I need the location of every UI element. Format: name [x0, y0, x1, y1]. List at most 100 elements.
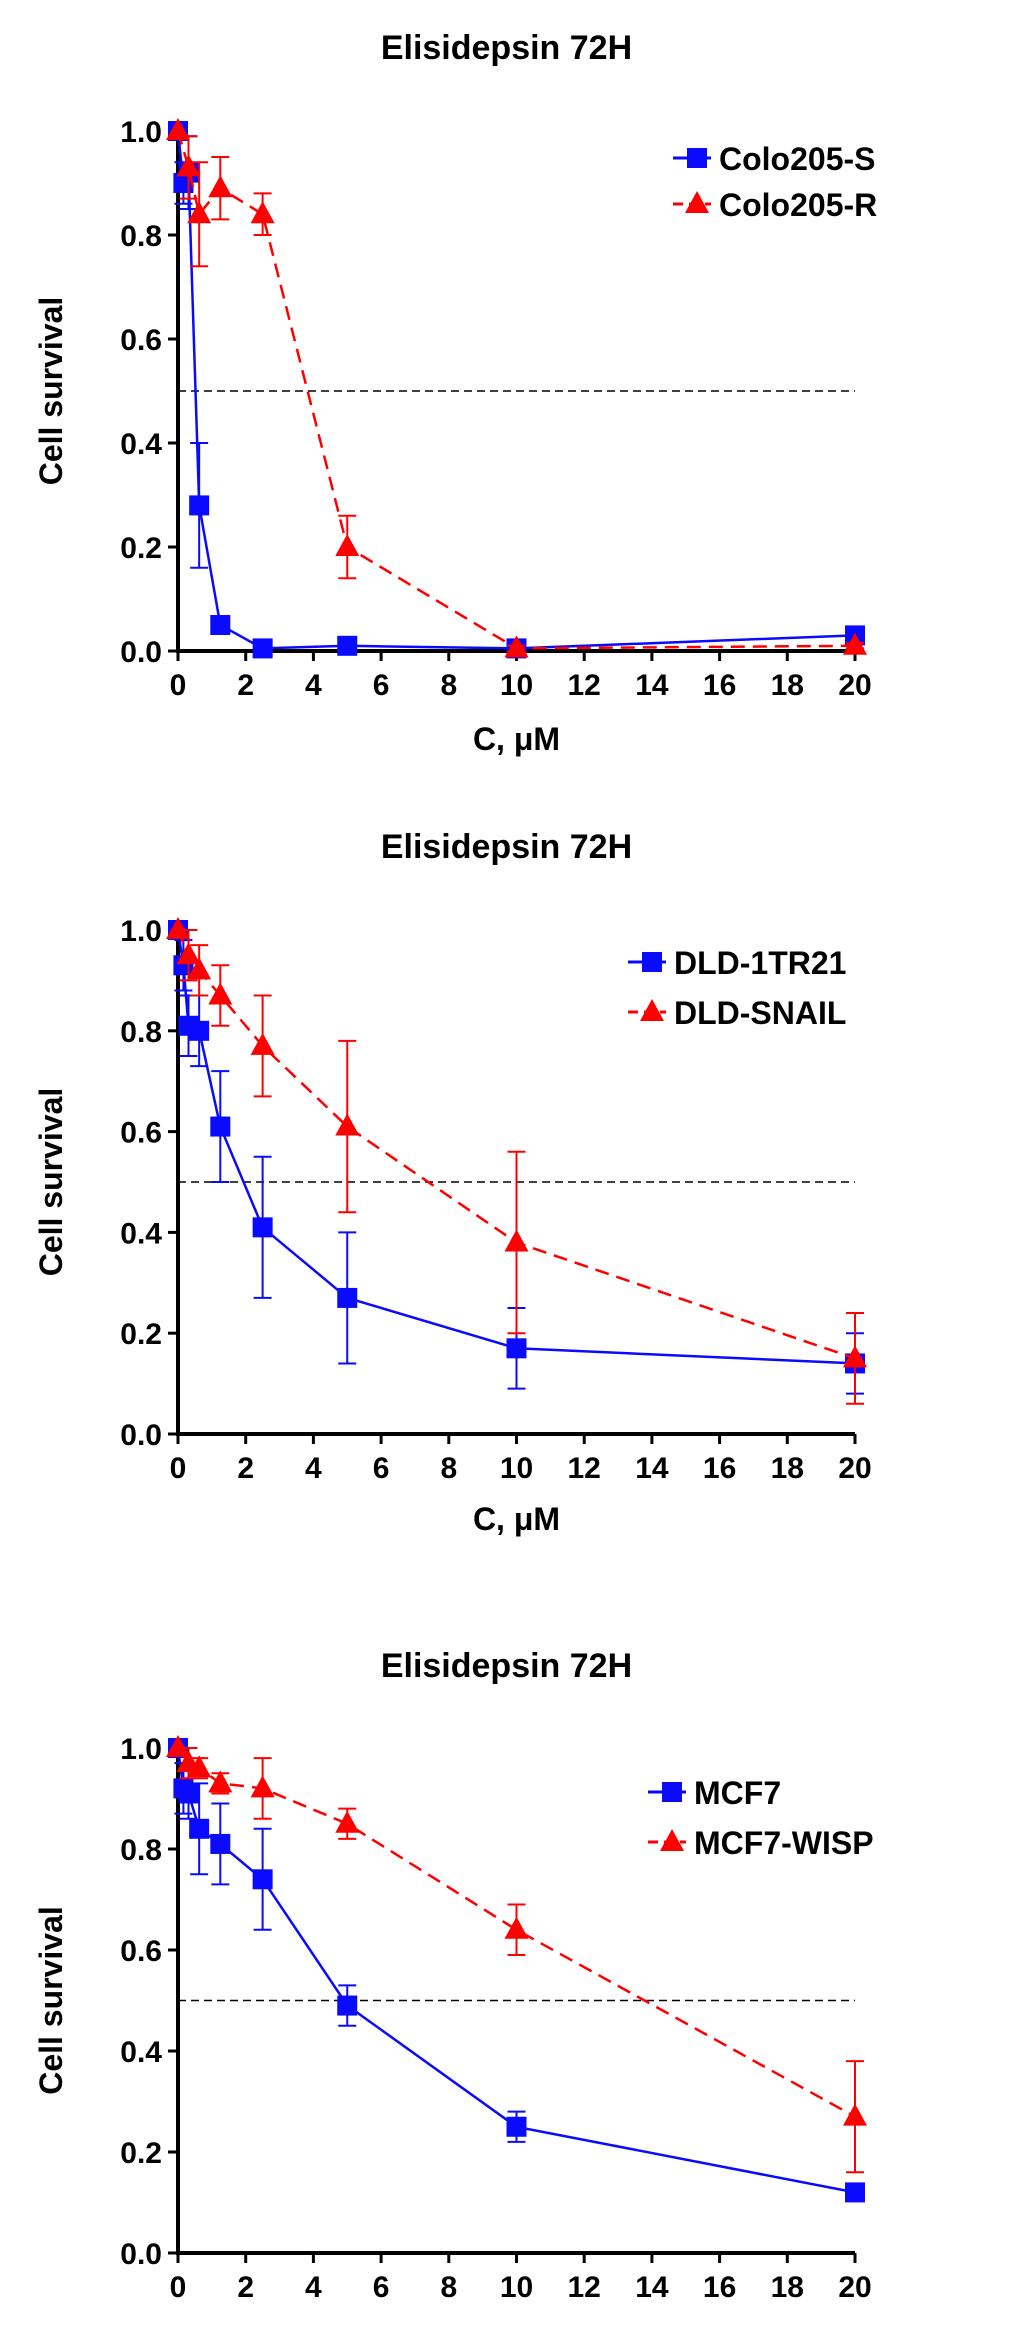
series-DLD-SNAIL [166, 917, 867, 1405]
data-point [843, 632, 867, 655]
x-tick-label: 8 [440, 669, 457, 702]
data-point [187, 201, 212, 224]
legend-entry: Colo205-R [673, 187, 877, 223]
data-point [845, 2182, 865, 2203]
legend-label: DLD-SNAIL [674, 995, 846, 1031]
x-tick-label: 2 [237, 1452, 254, 1485]
chart-title: Elisidepsin 72H [381, 828, 632, 866]
data-point [843, 1345, 867, 1368]
chart-panel-3: Elisidepsin 72H 0.0 0.2 0.4 0.6 0.8 1.0 0 2 4 6 8 10… [33, 1647, 874, 2304]
legend-label: Colo205-R [719, 187, 877, 223]
data-point [250, 201, 275, 224]
y-tick-label: 0.6 [120, 1935, 162, 1968]
data-point [843, 2103, 867, 2126]
x-tick-label: 6 [373, 2271, 390, 2304]
data-point [504, 1916, 529, 1939]
x-tick-label: 16 [703, 1452, 736, 1485]
data-point [337, 1287, 358, 1308]
y-tick-label: 0.0 [120, 2238, 162, 2271]
data-point [187, 1755, 212, 1778]
series-line [176, 1747, 856, 2118]
data-point [187, 957, 212, 980]
data-point [210, 1116, 231, 1137]
x-axis-label: C, μM [473, 721, 560, 757]
legend-label: MCF7-WISP [694, 1825, 874, 1861]
x-tick-label: 0 [170, 2271, 187, 2304]
chart-title: Elisidepsin 72H [381, 29, 632, 67]
legend-label: Colo205-S [719, 141, 875, 177]
data-point [337, 1995, 358, 2016]
x-tick-label: 2 [237, 2271, 254, 2304]
y-tick-label: 0.4 [120, 2036, 162, 2069]
data-point [208, 1770, 233, 1793]
y-tick-label: 1.0 [120, 1733, 162, 1766]
x-tick-label: 12 [568, 669, 601, 702]
series-DLD-1TR21 [168, 920, 865, 1395]
y-tick-label: 0.4 [120, 1217, 162, 1250]
x-tick-label: 8 [440, 1452, 457, 1485]
y-axis-label: Cell survival [33, 1088, 69, 1277]
legend-entry: DLD-SNAIL [628, 995, 846, 1031]
x-tick-label: 20 [838, 669, 871, 702]
data-point [189, 495, 210, 516]
legend-marker [660, 1829, 684, 1851]
chart-title: Elisidepsin 72H [381, 1647, 632, 1685]
y-tick-label: 1.0 [120, 915, 162, 948]
x-tick-label: 12 [568, 2271, 601, 2304]
legend-label: MCF7 [694, 1775, 781, 1811]
legend-marker [642, 952, 662, 972]
y-tick-label: 0.0 [120, 636, 162, 669]
legend-marker [685, 191, 709, 213]
legend-entry: MCF7-WISP [648, 1825, 874, 1861]
x-tick-label: 12 [568, 1452, 601, 1485]
data-point [176, 942, 201, 965]
legend-entry: Colo205-S [673, 141, 875, 177]
data-point [250, 1775, 275, 1798]
x-tick-label: 8 [440, 2271, 457, 2304]
x-tick-label: 10 [500, 669, 533, 702]
series-MCF7-WISP [166, 1735, 867, 2174]
data-point [335, 1113, 360, 1136]
y-axis-label: Cell survival [33, 1906, 69, 2095]
x-tick-label: 4 [305, 2271, 322, 2304]
y-tick-label: 0.6 [120, 324, 162, 357]
x-tick-label: 18 [771, 669, 804, 702]
data-point [208, 982, 233, 1005]
series-Colo205-R [166, 118, 867, 658]
x-tick-label: 20 [838, 1452, 871, 1485]
data-point [506, 2116, 527, 2137]
chart-panel-2: Elisidepsin 72H 0.0 0.2 0.4 0.6 0.8 1.0 0 2 4 6 8 10… [33, 828, 872, 1537]
y-tick-label: 1.0 [120, 116, 162, 149]
data-point [335, 1810, 360, 1833]
x-tick-label: 14 [635, 2271, 669, 2304]
data-point [250, 1032, 275, 1055]
data-point [176, 154, 201, 177]
y-tick-label: 0.4 [120, 428, 162, 461]
y-tick-label: 0.8 [120, 1016, 162, 1049]
legend-marker [640, 999, 664, 1021]
x-tick-label: 0 [170, 669, 187, 702]
data-point [189, 1020, 210, 1041]
legend-entry: DLD-1TR21 [628, 945, 846, 981]
data-point [208, 175, 233, 198]
data-point [504, 1229, 529, 1252]
data-point [189, 1818, 210, 1839]
x-tick-label: 6 [373, 669, 390, 702]
y-tick-label: 0.2 [120, 532, 162, 565]
y-tick-label: 0.8 [120, 1834, 162, 1867]
data-point [210, 1833, 231, 1854]
legend-marker [687, 148, 707, 168]
data-point [210, 615, 231, 635]
x-tick-label: 18 [771, 1452, 804, 1485]
x-tick-label: 18 [771, 2271, 804, 2304]
x-tick-label: 4 [305, 669, 322, 702]
data-point [252, 638, 273, 659]
y-axis-label: Cell survival [33, 297, 69, 486]
y-tick-label: 0.8 [120, 220, 162, 253]
x-tick-label: 10 [500, 1452, 533, 1485]
chart-panel-1: Elisidepsin 72H 0.0 0.2 0.4 0.6 0.8 1.0 0 2 4 6 8 10… [33, 29, 877, 757]
x-tick-label: 6 [373, 1452, 390, 1485]
legend-marker [662, 1782, 682, 1802]
data-point [335, 534, 360, 556]
x-tick-label: 2 [237, 669, 254, 702]
